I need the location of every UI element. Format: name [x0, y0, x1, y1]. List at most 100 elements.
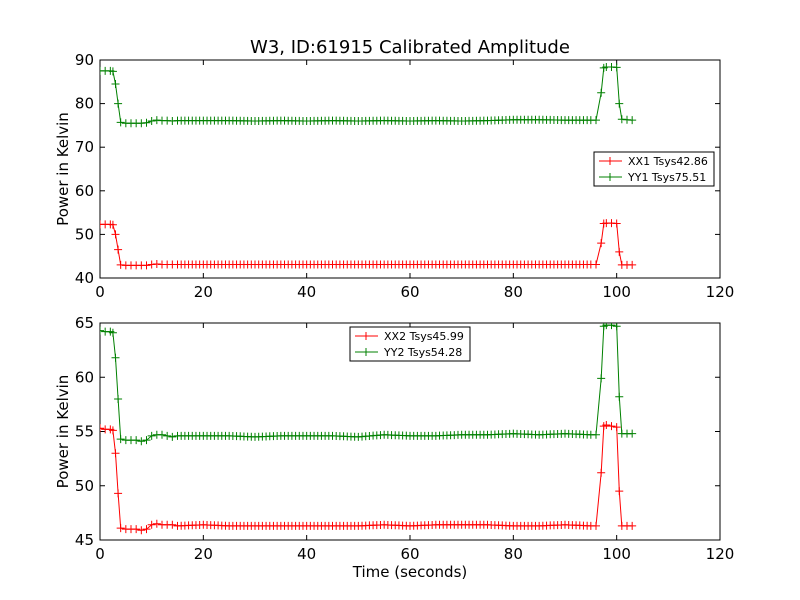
- data-point-marker: [607, 323, 616, 330]
- data-point-marker: [597, 88, 606, 97]
- data-point-marker: [108, 220, 117, 229]
- data-point-marker: [114, 394, 123, 403]
- data-point-marker: [597, 239, 606, 248]
- data-point-marker: [628, 521, 637, 530]
- x-tick-label: 100: [602, 283, 631, 301]
- data-point-marker: [147, 520, 156, 529]
- data-point-marker: [142, 525, 151, 534]
- legend-marker: [606, 157, 614, 165]
- x-tick-label: 40: [297, 283, 316, 301]
- data-point-marker: [108, 67, 117, 76]
- data-point-marker: [612, 323, 621, 331]
- legend-label: XX2 Tsys45.99: [384, 330, 464, 343]
- data-point-marker: [592, 116, 600, 125]
- data-point-marker: [116, 524, 125, 533]
- series-1: [100, 323, 637, 446]
- legend-label: YY1 Tsys75.51: [627, 171, 706, 184]
- chart-title: W3, ID:61915 Calibrated Amplitude: [250, 37, 570, 58]
- data-point-marker: [628, 429, 637, 438]
- series-0: [100, 219, 637, 270]
- data-point-marker: [111, 230, 120, 239]
- x-tick-label: 0: [95, 283, 105, 301]
- data-point-marker: [628, 116, 637, 125]
- y-tick-label: 60: [75, 182, 94, 200]
- legend: XX2 Tsys45.99 YY2 Tsys54.28: [349, 326, 471, 362]
- data-point-marker: [111, 79, 120, 88]
- data-point-marker: [152, 519, 161, 528]
- x-tick-label: 60: [400, 283, 419, 301]
- x-tick-label: 80: [504, 545, 523, 563]
- data-point-marker: [612, 219, 621, 228]
- data-point-marker: [592, 260, 600, 269]
- data-point-marker: [612, 423, 621, 432]
- x-tick-label: 20: [194, 283, 213, 301]
- data-point-marker: [116, 435, 125, 444]
- legend-box: [349, 326, 471, 362]
- x-tick-label: 120: [706, 545, 735, 563]
- data-point-marker: [607, 422, 616, 431]
- data-point-marker: [116, 118, 125, 127]
- data-point-marker: [111, 353, 120, 362]
- data-point-marker: [628, 260, 637, 269]
- y-tick-label: 65: [75, 314, 94, 332]
- data-point-marker: [163, 431, 172, 440]
- data-point-marker: [132, 525, 141, 534]
- data-point-marker: [132, 436, 141, 445]
- data-point-marker: [137, 526, 146, 535]
- data-point-marker: [612, 63, 621, 72]
- series-0: [100, 420, 637, 535]
- data-point-marker: [158, 430, 166, 439]
- data-point-marker: [597, 374, 606, 383]
- data-point-marker: [100, 326, 104, 335]
- x-tick-label: 40: [297, 545, 316, 563]
- x-tick-label: 0: [95, 545, 105, 563]
- y-tick-label: 80: [75, 95, 94, 113]
- top-plot: 0 20 40 60 80 100 120 40 50 60 70 80 90 Power in Kelv…: [54, 51, 734, 301]
- data-point-marker: [137, 437, 146, 446]
- y-axis-label: Power in Kelvin: [54, 375, 72, 489]
- legend-marker: [606, 173, 614, 181]
- data-point-marker: [147, 431, 156, 440]
- y-tick-label: 40: [75, 269, 94, 287]
- data-point-marker: [114, 245, 123, 254]
- data-point-marker: [114, 99, 123, 108]
- y-tick-label: 45: [75, 531, 94, 549]
- data-point-marker: [592, 521, 600, 530]
- data-point-marker: [592, 430, 600, 439]
- data-point-marker: [597, 468, 606, 477]
- legend-marker: [362, 348, 370, 356]
- y-tick-label: 55: [75, 423, 94, 441]
- data-point-marker: [147, 117, 156, 126]
- y-tick-label: 70: [75, 138, 94, 156]
- x-tick-label: 80: [504, 283, 523, 301]
- x-tick-label: 20: [194, 545, 213, 563]
- x-tick-label: 120: [706, 283, 735, 301]
- data-point-marker: [142, 436, 151, 445]
- legend-box: [593, 151, 715, 187]
- data-point-marker: [108, 426, 117, 435]
- series-1: [100, 62, 637, 128]
- data-point-marker: [615, 247, 624, 256]
- data-point-marker: [142, 261, 151, 270]
- x-tick-label: 60: [400, 545, 419, 563]
- x-tick-label: 100: [602, 545, 631, 563]
- y-tick-label: 90: [75, 51, 94, 69]
- data-point-marker: [114, 489, 123, 498]
- legend-marker: [362, 332, 370, 340]
- data-point-marker: [142, 118, 151, 127]
- bottom-plot: 0 20 40 60 80 100 120 45 50 55 60 65 Power in Kelvin…: [54, 314, 734, 581]
- data-point-marker: [615, 487, 624, 496]
- legend-label: XX1 Tsys42.86: [628, 155, 708, 168]
- data-point-marker: [615, 99, 624, 108]
- legend: XX1 Tsys42.86 YY1 Tsys75.51: [593, 151, 715, 187]
- data-point-marker: [108, 328, 117, 337]
- y-tick-label: 50: [75, 477, 94, 495]
- data-point-marker: [615, 392, 624, 401]
- data-point-marker: [100, 424, 104, 433]
- y-tick-label: 50: [75, 225, 94, 243]
- data-point-marker: [168, 520, 177, 529]
- y-tick-label: 60: [75, 368, 94, 386]
- x-axis-label: Time (seconds): [352, 563, 468, 581]
- y-axis-label: Power in Kelvin: [54, 112, 72, 226]
